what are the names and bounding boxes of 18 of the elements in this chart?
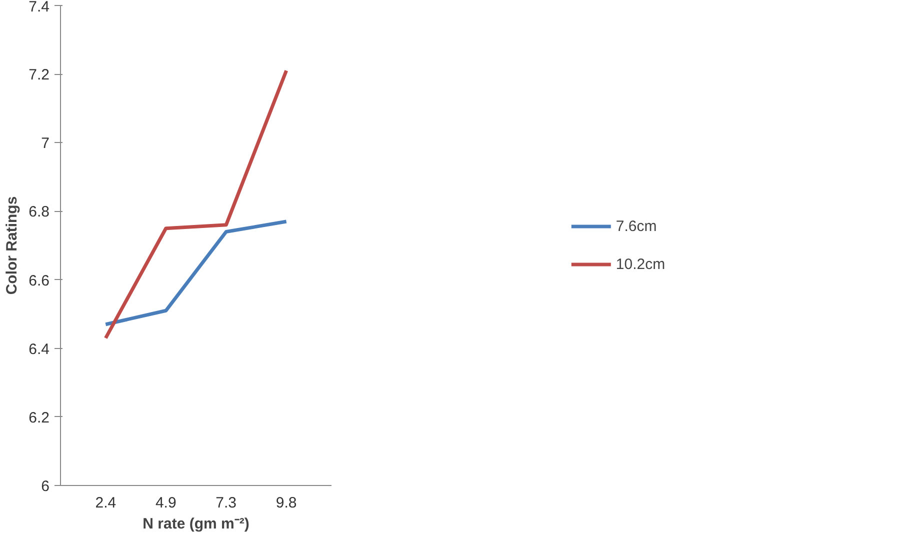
x-tick-label: 7.3	[216, 494, 237, 512]
x-tick-label: 4.9	[155, 494, 176, 512]
legend-label: 10.2cm	[616, 256, 666, 272]
x-tick-label: 9.8	[276, 494, 297, 512]
y-axis-title: Color Ratings	[4, 196, 21, 295]
y-tick-label: 6.2	[28, 409, 50, 426]
y-tick-label: 6.6	[28, 272, 50, 290]
line-series	[104, 220, 288, 326]
y-tick-label: 7	[41, 135, 50, 152]
y-tick-label: 7.2	[28, 66, 50, 84]
x-tick-label: 2.4	[95, 494, 116, 512]
x-axis-title: N rate (gm m⁻²)	[142, 516, 250, 532]
legend-label: 7.6cm	[616, 218, 657, 234]
y-tick-label: 6.4	[28, 340, 50, 358]
y-tick-label: 6	[41, 478, 50, 495]
line-series	[104, 68, 288, 340]
y-tick-label: 6.8	[28, 204, 50, 221]
y-tick-label: 7.4	[28, 0, 50, 16]
